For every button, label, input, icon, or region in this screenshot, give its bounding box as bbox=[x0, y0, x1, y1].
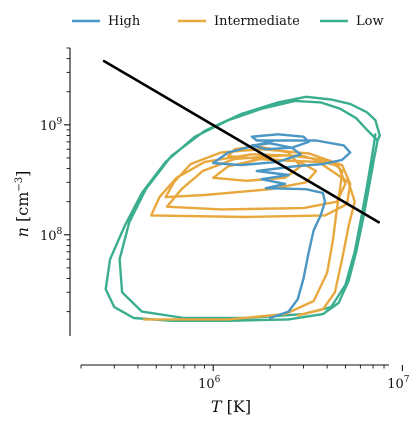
axes bbox=[69, 48, 389, 366]
reference-line bbox=[102, 59, 380, 224]
x-tick-label: 107 bbox=[387, 375, 410, 392]
series-line-intermediate bbox=[142, 144, 356, 321]
legend-label-intermediate: Intermediate bbox=[214, 14, 300, 29]
legend-label-high: High bbox=[108, 14, 141, 29]
x-tick-label: 106 bbox=[198, 375, 221, 392]
x-axis-label: T [K] bbox=[211, 397, 251, 416]
y-tick-label: 109 bbox=[40, 117, 63, 134]
plot-area bbox=[102, 59, 381, 322]
series-line-high bbox=[212, 133, 352, 320]
y-tick-label: 108 bbox=[40, 227, 63, 244]
series-line-low bbox=[104, 95, 381, 322]
ticks: 106 107 108 109 bbox=[40, 47, 410, 392]
y-axis-label: n [cm−3] bbox=[13, 171, 32, 238]
legend-label-low: Low bbox=[356, 14, 384, 29]
legend: High Intermediate Low bbox=[72, 14, 384, 29]
